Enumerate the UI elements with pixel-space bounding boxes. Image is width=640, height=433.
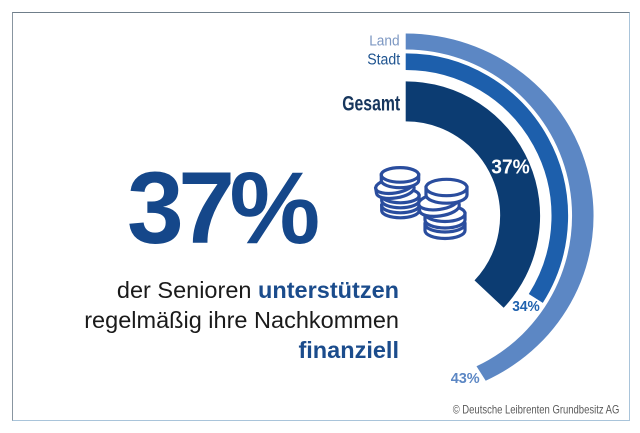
svg-text:© Deutsche Leibrenten Grundbes: © Deutsche Leibrenten Grundbesitz AG: [453, 402, 620, 416]
svg-text:37%: 37%: [491, 156, 530, 178]
svg-text:Land: Land: [369, 33, 400, 50]
svg-text:Stadt: Stadt: [367, 52, 401, 69]
svg-text:43%: 43%: [451, 370, 480, 387]
svg-text:Gesamt: Gesamt: [342, 92, 400, 116]
svg-text:34%: 34%: [512, 299, 540, 315]
